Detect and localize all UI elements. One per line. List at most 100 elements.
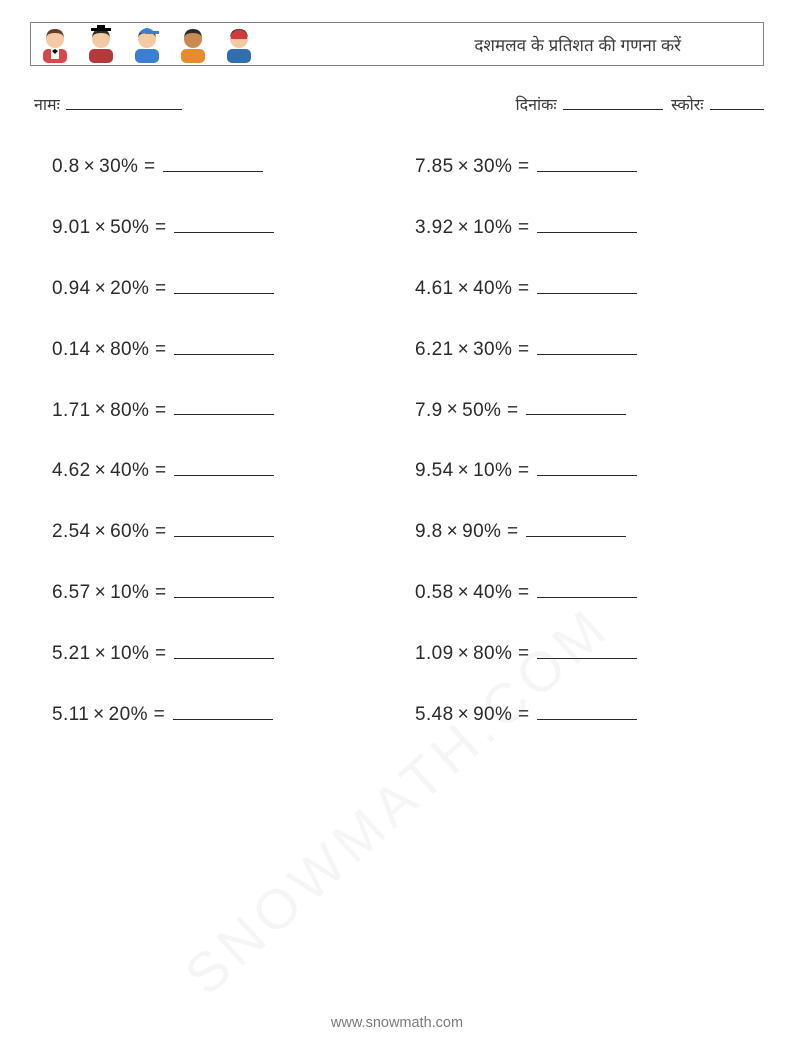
answer-blank[interactable]: [174, 273, 274, 294]
multiply-sign-icon: ×: [443, 399, 463, 421]
multiply-sign-icon: ×: [91, 278, 111, 300]
problem-left-8: 6.57×10% =: [52, 577, 395, 604]
date-blank[interactable]: [563, 92, 663, 110]
operand-b: 40%: [473, 582, 512, 603]
equals-sign: =: [512, 278, 535, 299]
avatar-boy-bowtie-icon: [39, 25, 71, 63]
operand-a: 0.8: [52, 156, 80, 177]
operand-b: 60%: [110, 521, 149, 542]
name-blank[interactable]: [66, 92, 182, 110]
answer-blank[interactable]: [174, 516, 274, 537]
answer-blank[interactable]: [173, 699, 273, 720]
answer-blank[interactable]: [537, 151, 637, 172]
answer-blank[interactable]: [174, 212, 274, 233]
operand-a: 5.21: [52, 643, 91, 664]
operand-b: 10%: [473, 217, 512, 238]
answer-blank[interactable]: [537, 212, 637, 233]
problem-right-7: 9.8×90% =: [415, 516, 758, 543]
answer-blank[interactable]: [537, 334, 637, 355]
operand-a: 7.85: [415, 156, 454, 177]
multiply-sign-icon: ×: [454, 460, 474, 482]
multiply-sign-icon: ×: [454, 643, 474, 665]
equals-sign: =: [512, 460, 535, 481]
multiply-sign-icon: ×: [89, 704, 109, 726]
problem-right-10: 5.48×90% =: [415, 699, 758, 726]
equals-sign: =: [149, 582, 172, 603]
operand-a: 2.54: [52, 521, 91, 542]
operand-a: 9.01: [52, 217, 91, 238]
operand-a: 4.61: [415, 278, 454, 299]
equals-sign: =: [149, 460, 172, 481]
answer-blank[interactable]: [174, 334, 274, 355]
operand-a: 3.92: [415, 217, 454, 238]
answer-blank[interactable]: [537, 455, 637, 476]
operand-a: 7.9: [415, 399, 443, 420]
operand-a: 9.54: [415, 460, 454, 481]
equals-sign: =: [138, 156, 161, 177]
avatar-girl-gradcap-icon: [85, 25, 117, 63]
problem-right-3: 4.61×40% =: [415, 273, 758, 300]
operand-b: 30%: [99, 156, 138, 177]
operand-b: 20%: [109, 704, 148, 725]
problem-left-5: 1.71×80% =: [52, 395, 395, 422]
multiply-sign-icon: ×: [91, 643, 111, 665]
operand-b: 30%: [473, 339, 512, 360]
score-blank[interactable]: [710, 92, 764, 110]
operand-b: 90%: [462, 521, 501, 542]
answer-blank[interactable]: [537, 577, 637, 598]
operand-a: 0.94: [52, 278, 91, 299]
equals-sign: =: [501, 521, 524, 542]
operand-a: 5.48: [415, 704, 454, 725]
operand-b: 30%: [473, 156, 512, 177]
multiply-sign-icon: ×: [454, 704, 474, 726]
equals-sign: =: [512, 704, 535, 725]
multiply-sign-icon: ×: [454, 278, 474, 300]
problem-left-6: 4.62×40% =: [52, 455, 395, 482]
worksheet-title: दशमलव के प्रतिशत की गणना करें: [474, 33, 751, 56]
problem-left-4: 0.14×80% =: [52, 334, 395, 361]
info-row: नामः दिनांकः स्कोरः: [30, 92, 764, 115]
equals-sign: =: [149, 521, 172, 542]
avatar-boy-cap-icon: [131, 25, 163, 63]
equals-sign: =: [512, 582, 535, 603]
multiply-sign-icon: ×: [80, 156, 100, 178]
equals-sign: =: [149, 278, 172, 299]
equals-sign: =: [512, 339, 535, 360]
problems-grid: 0.8×30% = 7.85×30% = 9.01×50% = 3.92×10%…: [30, 151, 764, 726]
answer-blank[interactable]: [526, 395, 626, 416]
problem-right-5: 7.9×50% =: [415, 395, 758, 422]
problem-right-8: 0.58×40% =: [415, 577, 758, 604]
equals-sign: =: [149, 643, 172, 664]
multiply-sign-icon: ×: [454, 156, 474, 178]
answer-blank[interactable]: [174, 395, 274, 416]
operand-b: 50%: [110, 217, 149, 238]
equals-sign: =: [512, 217, 535, 238]
answer-blank[interactable]: [537, 638, 637, 659]
answer-blank[interactable]: [174, 455, 274, 476]
avatar-girl-blue-icon: [223, 25, 255, 63]
answer-blank[interactable]: [526, 516, 626, 537]
answer-blank[interactable]: [537, 699, 637, 720]
multiply-sign-icon: ×: [454, 217, 474, 239]
multiply-sign-icon: ×: [91, 399, 111, 421]
answer-blank[interactable]: [537, 273, 637, 294]
problem-right-4: 6.21×30% =: [415, 334, 758, 361]
multiply-sign-icon: ×: [454, 339, 474, 361]
multiply-sign-icon: ×: [454, 582, 474, 604]
operand-a: 1.71: [52, 399, 91, 420]
operand-a: 0.14: [52, 339, 91, 360]
answer-blank[interactable]: [174, 638, 274, 659]
avatar-row: [39, 25, 255, 63]
answer-blank[interactable]: [174, 577, 274, 598]
multiply-sign-icon: ×: [91, 217, 111, 239]
equals-sign: =: [149, 217, 172, 238]
equals-sign: =: [501, 399, 524, 420]
equals-sign: =: [148, 704, 171, 725]
multiply-sign-icon: ×: [91, 339, 111, 361]
answer-blank[interactable]: [163, 151, 263, 172]
header-box: दशमलव के प्रतिशत की गणना करें: [30, 22, 764, 66]
operand-a: 5.11: [52, 704, 89, 725]
operand-b: 10%: [110, 643, 149, 664]
operand-a: 0.58: [415, 582, 454, 603]
operand-a: 6.21: [415, 339, 454, 360]
